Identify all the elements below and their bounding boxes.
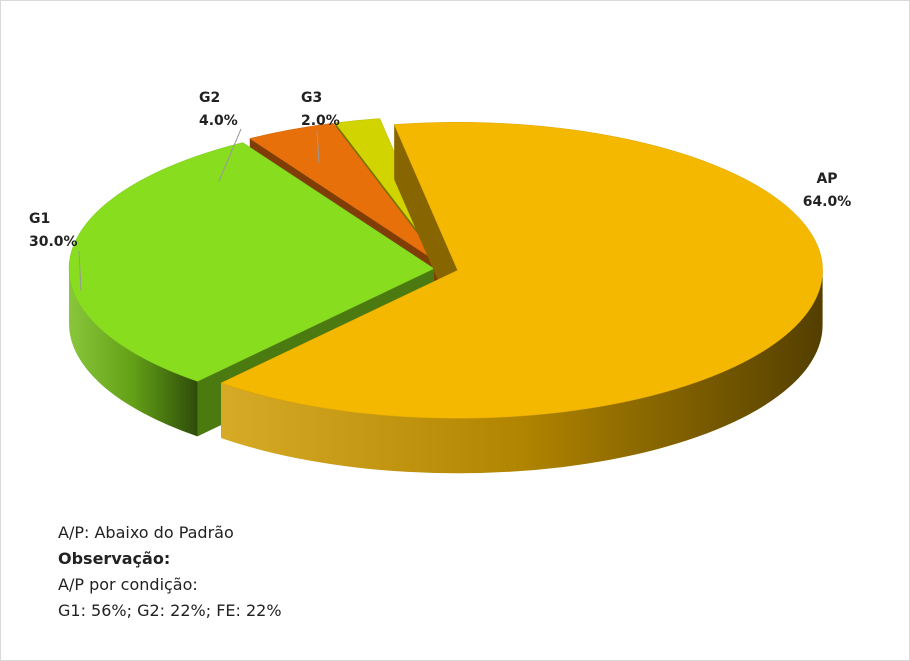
slice-label-name: G2 [199,90,220,106]
note-line: G1: 56%; G2: 22%; FE: 22% [58,601,282,620]
note-line: A/P: Abaixo do Padrão [58,523,234,542]
slice-label-value: 64.0% [803,194,852,210]
leader-line [218,128,242,182]
leader-line [316,130,320,164]
slice-cut-face [394,124,458,326]
pie-slice [68,142,435,382]
pie-slice [220,122,823,419]
slice-label-value: 2.0% [301,113,340,129]
note-line: A/P por condição: [58,575,198,594]
slice-label-value: 30.0% [29,234,78,250]
slice-side-shade [221,270,823,474]
pie-slice [249,122,442,265]
slice-label-value: 4.0% [199,113,238,129]
slice-label-name: G3 [301,90,322,106]
note-line: Observação: [58,549,170,568]
slice-label-name: G1 [29,211,50,227]
leader-line [78,250,82,292]
slice-label-name: AP [816,171,837,187]
